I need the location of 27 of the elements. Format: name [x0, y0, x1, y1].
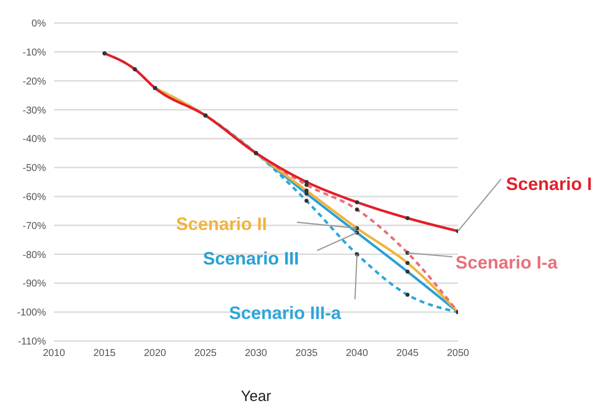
- y-tick-label: -10%: [22, 47, 46, 58]
- x-tick-label: 2035: [295, 348, 318, 360]
- y-tick-label: -80%: [22, 250, 46, 261]
- x-tick-label: 2040: [346, 348, 369, 360]
- x-tick-label: 2030: [244, 348, 268, 360]
- y-tick-label: -40%: [22, 134, 46, 146]
- y-tick-label: -110%: [18, 336, 46, 348]
- x-axis-title: Year: [240, 388, 272, 405]
- y-tick-label: -60%: [22, 192, 46, 204]
- x-tick-label: 2050: [446, 348, 470, 360]
- y-tick-label: -50%: [22, 163, 46, 174]
- y-tick-label: 0%: [32, 18, 46, 30]
- text: Scenario III: [202, 248, 299, 268]
- y-tick-label: -100%: [17, 308, 46, 319]
- x-tick-label: 2025: [194, 348, 218, 360]
- x-tick-label: 2045: [396, 348, 420, 360]
- x-tick-label: 2020: [144, 348, 167, 360]
- text: Scenario III-a: [229, 303, 342, 324]
- y-tick-label: -30%: [22, 105, 46, 116]
- x-tick-label: 2015: [93, 348, 116, 360]
- text: Scenario II: [176, 214, 267, 234]
- y-tick-label: -90%: [22, 278, 46, 290]
- y-tick-label: -20%: [22, 76, 46, 88]
- series-label: Scenario I-a: [456, 252, 559, 273]
- y-tick-label: -70%: [22, 220, 46, 232]
- x-tick-label: 2010: [42, 348, 66, 360]
- text: Scenario I: [506, 174, 592, 194]
